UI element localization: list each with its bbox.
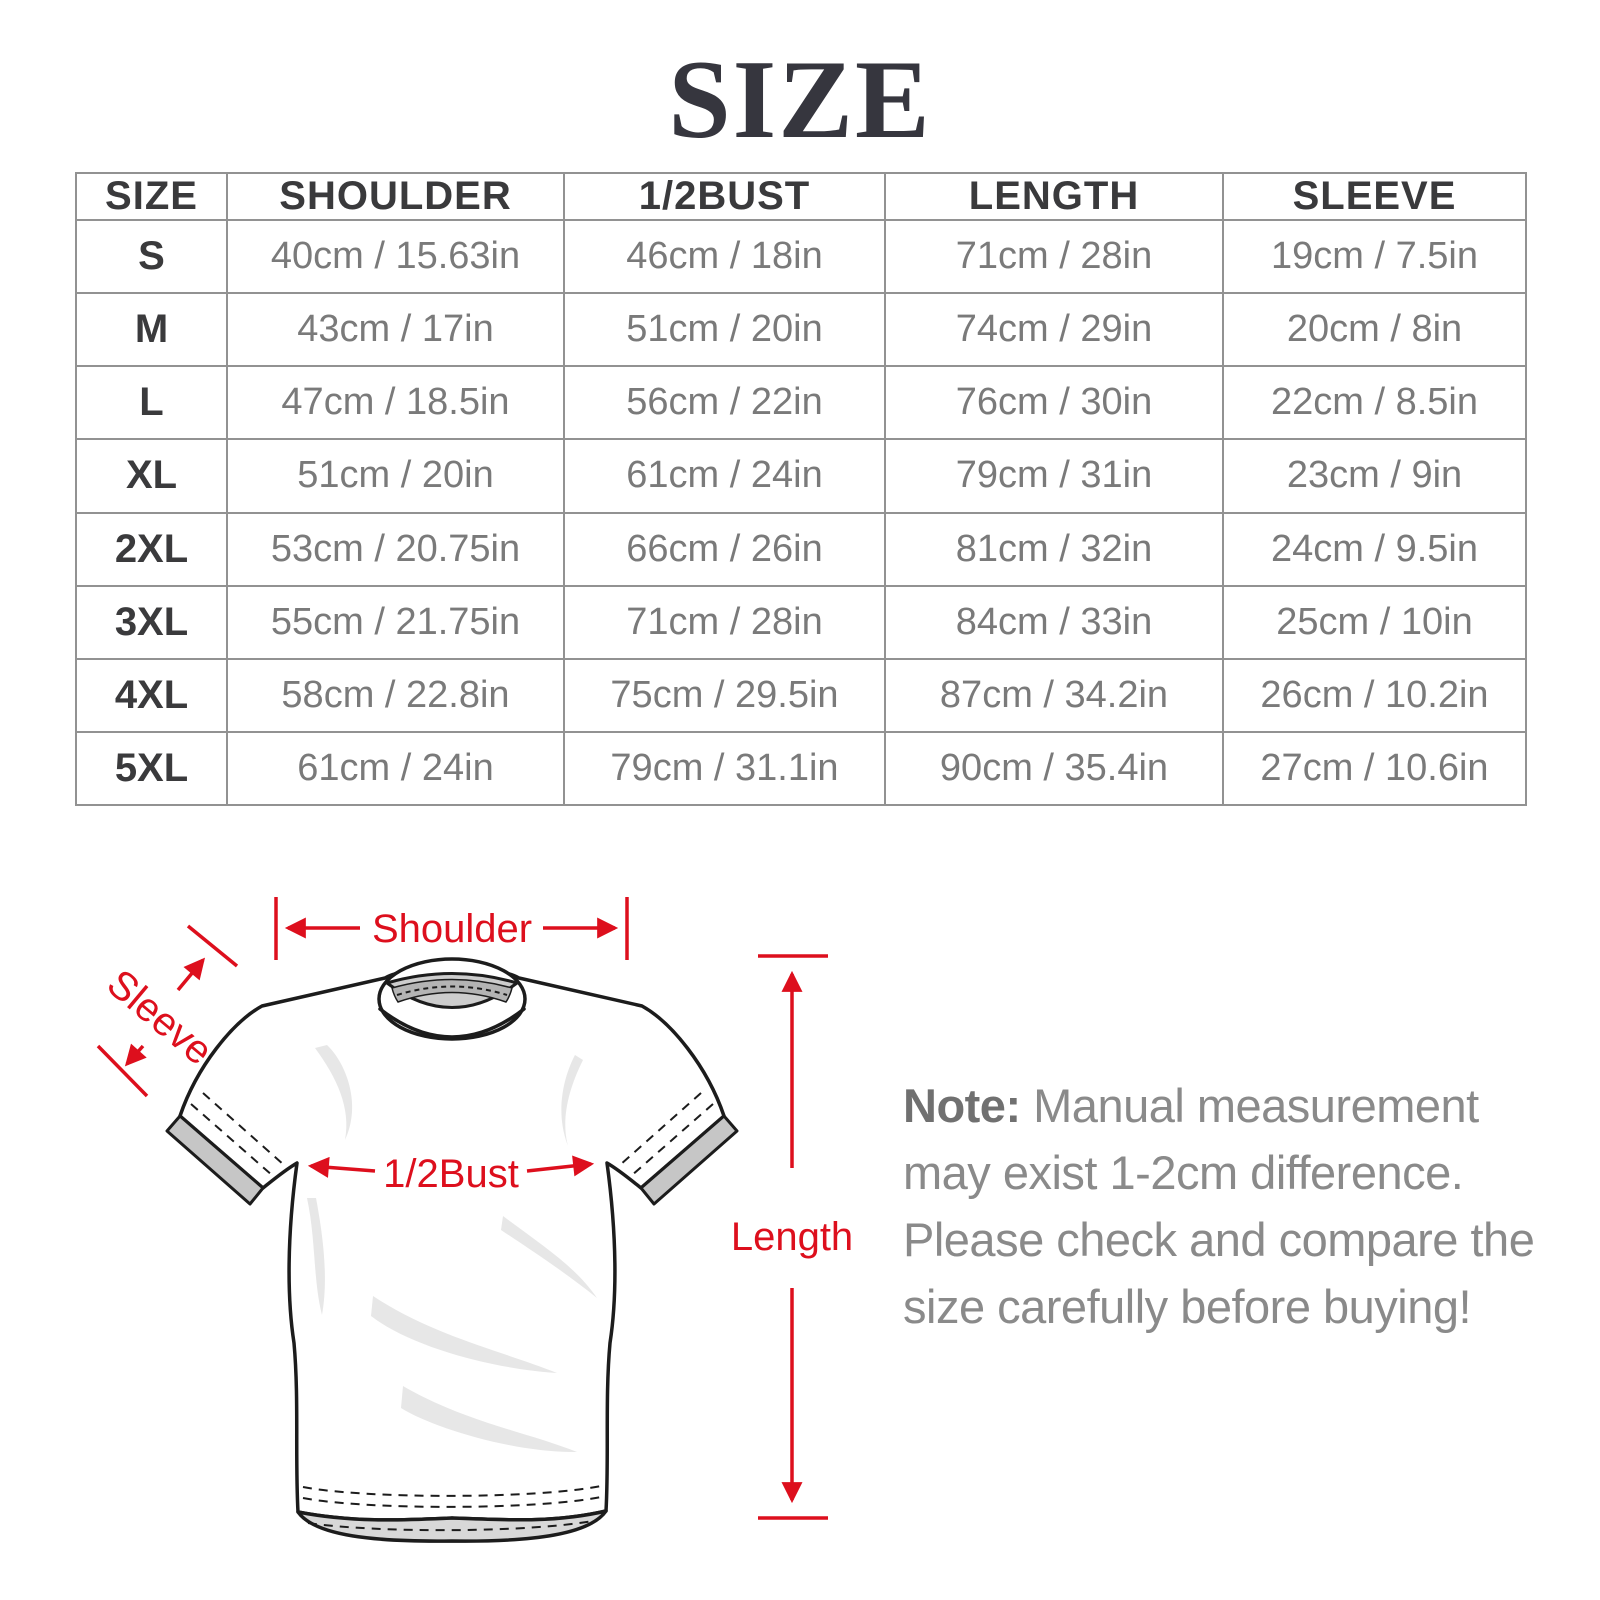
sleeve-label: Sleeve — [99, 961, 221, 1073]
measurement-cell: 79cm / 31in — [884, 438, 1224, 514]
size-table-body: S 40cm / 15.63in 46cm / 18in 71cm / 28in 19c… — [75, 218, 1527, 807]
column-header-size: SIZE — [75, 172, 228, 221]
size-cell: S — [75, 218, 228, 295]
note-body: Manual measurement may exist 1-2cm diffe… — [903, 1079, 1535, 1333]
measurement-cell: 90cm / 35.4in — [884, 730, 1224, 807]
measurement-cell: 58cm / 22.8in — [226, 657, 565, 733]
measurement-cell: 22cm / 8.5in — [1222, 365, 1527, 441]
measurement-cell: 61cm / 24in — [226, 730, 565, 807]
shoulder-label: Shoulder — [372, 907, 532, 951]
measurement-cell: 27cm / 10.6in — [1222, 730, 1527, 807]
size-table: SIZE SHOULDER 1/2BUST LENGTH SLEEVE S 40c… — [75, 172, 1527, 807]
size-cell: M — [75, 292, 228, 368]
measurement-cell: 66cm / 26in — [563, 511, 886, 587]
page-title: SIZE — [668, 38, 932, 162]
measurement-cell: 23cm / 9in — [1222, 438, 1527, 514]
measurement-cell: 74cm / 29in — [884, 292, 1224, 368]
measurement-cell: 47cm / 18.5in — [226, 365, 565, 441]
table-row: 5XL 61cm / 24in 79cm / 31.1in 90cm / 35.4in… — [75, 730, 1527, 807]
measurement-cell: 84cm / 33in — [884, 584, 1224, 660]
table-row: L 47cm / 18.5in 56cm / 22in 76cm / 30in 22cm… — [75, 365, 1527, 441]
measurement-cell: 24cm / 9.5in — [1222, 511, 1527, 587]
note-text: Note: Manual measurement may exist 1-2cm… — [903, 1072, 1535, 1340]
column-header-bust: 1/2BUST — [563, 172, 886, 221]
table-row: 2XL 53cm / 20.75in 66cm / 26in 81cm / 32in 2… — [75, 511, 1527, 587]
size-cell: XL — [75, 438, 228, 514]
measurement-cell: 81cm / 32in — [884, 511, 1224, 587]
measurement-cell: 43cm / 17in — [226, 292, 565, 368]
measurement-cell: 76cm / 30in — [884, 365, 1224, 441]
measurement-cell: 40cm / 15.63in — [226, 218, 565, 295]
table-row: 4XL 58cm / 22.8in 75cm / 29.5in 87cm / 34.2… — [75, 657, 1527, 733]
measurement-cell: 71cm / 28in — [884, 218, 1224, 295]
measurement-cell: 53cm / 20.75in — [226, 511, 565, 587]
measurement-cell: 20cm / 8in — [1222, 292, 1527, 368]
size-cell: 5XL — [75, 730, 228, 807]
measurement-cell: 26cm / 10.2in — [1222, 657, 1527, 733]
table-row: M 43cm / 17in 51cm / 20in 74cm / 29in 20cm /… — [75, 292, 1527, 368]
column-header-sleeve: SLEEVE — [1222, 172, 1527, 221]
header-row: SIZE SHOULDER 1/2BUST LENGTH SLEEVE — [75, 172, 1527, 221]
table-row: 3XL 55cm / 21.75in 71cm / 28in 84cm / 33in 2… — [75, 584, 1527, 660]
measurement-cell: 51cm / 20in — [563, 292, 886, 368]
note-prefix: Note: — [903, 1079, 1021, 1132]
length-label: Length — [731, 1215, 853, 1259]
bust-arrow: 1/2Bust — [307, 1152, 595, 1196]
size-cell: 2XL — [75, 511, 228, 587]
measurement-cell: 71cm / 28in — [563, 584, 886, 660]
table-row: XL 51cm / 20in 61cm / 24in 79cm / 31in 23cm … — [75, 438, 1527, 514]
measurement-cell: 19cm / 7.5in — [1222, 218, 1527, 295]
measurement-cell: 87cm / 34.2in — [884, 657, 1224, 733]
measurement-cell: 56cm / 22in — [563, 365, 886, 441]
size-cell: 4XL — [75, 657, 228, 733]
measurement-cell: 79cm / 31.1in — [563, 730, 886, 807]
size-cell: L — [75, 365, 228, 441]
shoulder-arrow: Shoulder — [274, 897, 629, 960]
measurement-cell: 61cm / 24in — [563, 438, 886, 514]
length-arrow: Length — [731, 954, 853, 1520]
bust-label: 1/2Bust — [383, 1152, 519, 1196]
measurement-cell: 25cm / 10in — [1222, 584, 1527, 660]
tshirt-illustration — [165, 957, 739, 1543]
measurement-cell: 75cm / 29.5in — [563, 657, 886, 733]
table-row: S 40cm / 15.63in 46cm / 18in 71cm / 28in 19c… — [75, 218, 1527, 295]
tshirt-diagram: Shoulder Sleeve 1/2Bust Length — [96, 897, 853, 1543]
column-header-length: LENGTH — [884, 172, 1224, 221]
column-header-shoulder: SHOULDER — [226, 172, 565, 221]
measurement-cell: 51cm / 20in — [226, 438, 565, 514]
measurement-cell: 46cm / 18in — [563, 218, 886, 295]
measurement-cell: 55cm / 21.75in — [226, 584, 565, 660]
size-cell: 3XL — [75, 584, 228, 660]
